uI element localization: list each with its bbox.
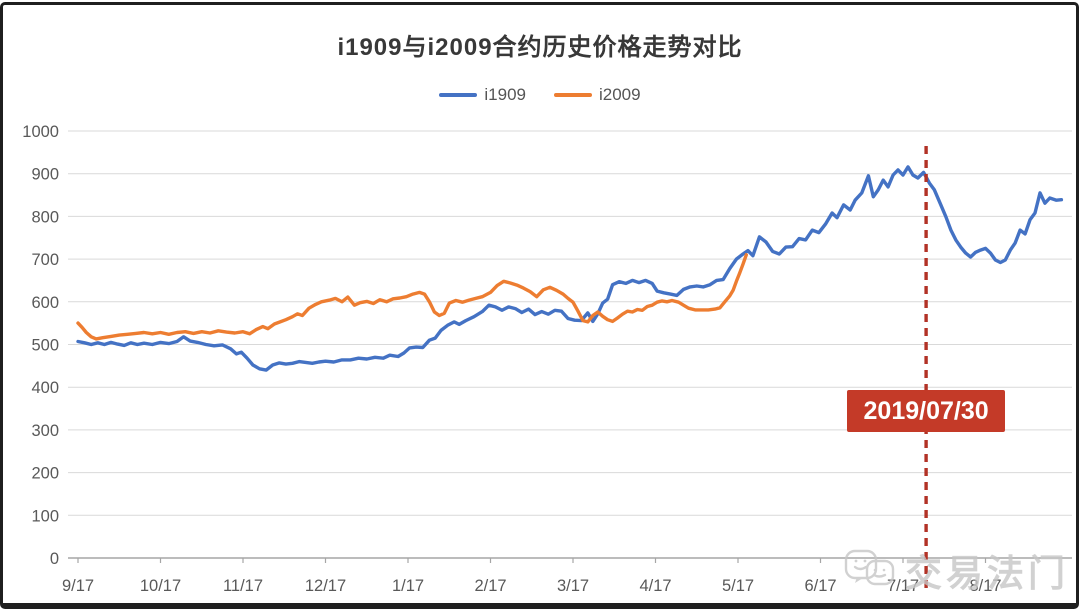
x-axis-tick-label: 7/17 (887, 577, 919, 595)
x-axis-tick-label: 6/17 (804, 577, 836, 595)
annotation-date-badge: 2019/07/30 (847, 390, 1006, 432)
x-axis-tick-label: 4/17 (639, 577, 671, 595)
y-axis-tick-label: 500 (31, 337, 59, 355)
y-axis-tick-label: 400 (31, 379, 59, 397)
x-axis-tick-label: 11/17 (223, 577, 263, 595)
y-axis-tick-label: 800 (31, 208, 59, 226)
y-axis-tick-label: 100 (31, 507, 59, 525)
x-axis-tick-label: 5/17 (722, 577, 754, 595)
legend-label-i2009: i2009 (599, 85, 641, 104)
x-axis-tick-label: 12/17 (305, 577, 346, 595)
x-axis-tick-label: 9/17 (62, 577, 94, 595)
x-axis-tick-label: 10/17 (140, 577, 181, 595)
y-axis-tick-label: 200 (31, 465, 59, 483)
legend-label-i1909: i1909 (484, 85, 526, 104)
i1909-line (76, 165, 1064, 372)
legend-item-i1909: i1909 (439, 85, 526, 105)
y-axis-tick-label: 700 (31, 251, 59, 269)
y-axis-tick-label: 900 (31, 166, 59, 184)
legend-item-i2009: i2009 (554, 85, 641, 105)
chart-title: i1909与i2009合约历史价格走势对比 (337, 34, 743, 61)
y-axis-tick-label: 600 (31, 294, 59, 312)
y-axis-tick-label: 300 (31, 422, 59, 440)
x-axis-tick-label: 2/17 (474, 577, 506, 595)
legend: i1909 i2009 (0, 85, 1080, 105)
i2009-line (76, 253, 748, 341)
x-axis-tick-label: 3/17 (557, 577, 589, 595)
y-axis-tick-label: 1000 (22, 123, 59, 141)
i2009-line-swatch (554, 93, 592, 97)
x-axis-tick-label: 1/17 (392, 577, 424, 595)
i1909-line-swatch (439, 93, 478, 97)
x-axis-tick-label: 8/17 (969, 577, 1001, 595)
y-axis-tick-label: 0 (50, 550, 59, 568)
